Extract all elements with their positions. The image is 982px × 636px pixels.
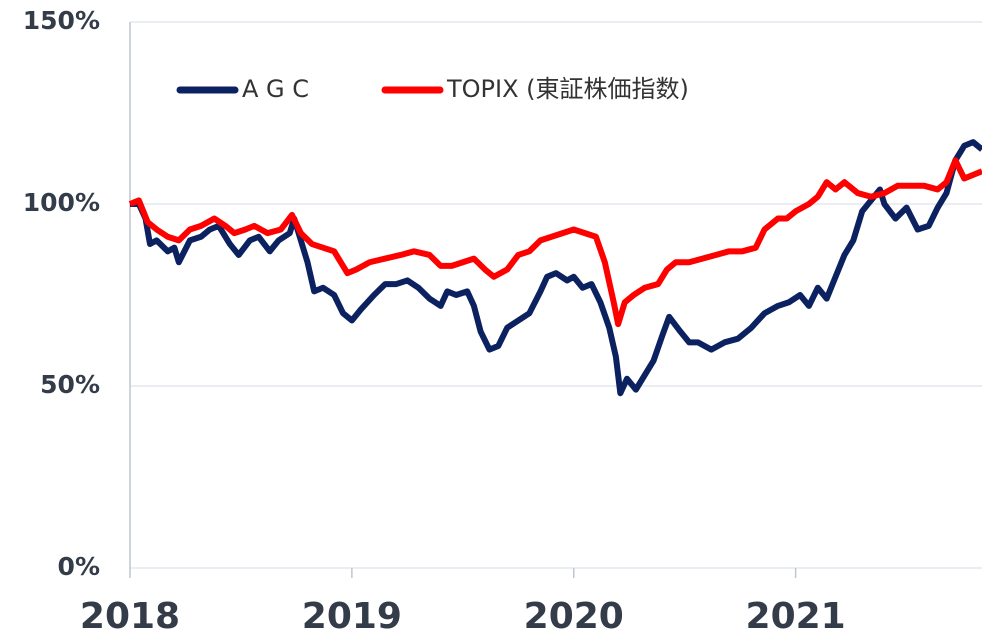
y-tick-label: 0% bbox=[58, 552, 100, 581]
y-tick-label: 100% bbox=[23, 188, 100, 217]
series-line bbox=[130, 139, 982, 397]
series-line bbox=[128, 157, 982, 328]
legend-label: A G C bbox=[242, 75, 309, 103]
x-tick-label: 2019 bbox=[302, 596, 402, 636]
x-tick-label: 2018 bbox=[80, 596, 180, 636]
x-tick-label: 2021 bbox=[746, 596, 846, 636]
x-tick-label: 2020 bbox=[524, 596, 624, 636]
y-tick-label: 150% bbox=[23, 6, 100, 35]
y-tick-label: 50% bbox=[40, 370, 100, 399]
legend-label: TOPIX (東証株価指数) bbox=[446, 75, 689, 103]
